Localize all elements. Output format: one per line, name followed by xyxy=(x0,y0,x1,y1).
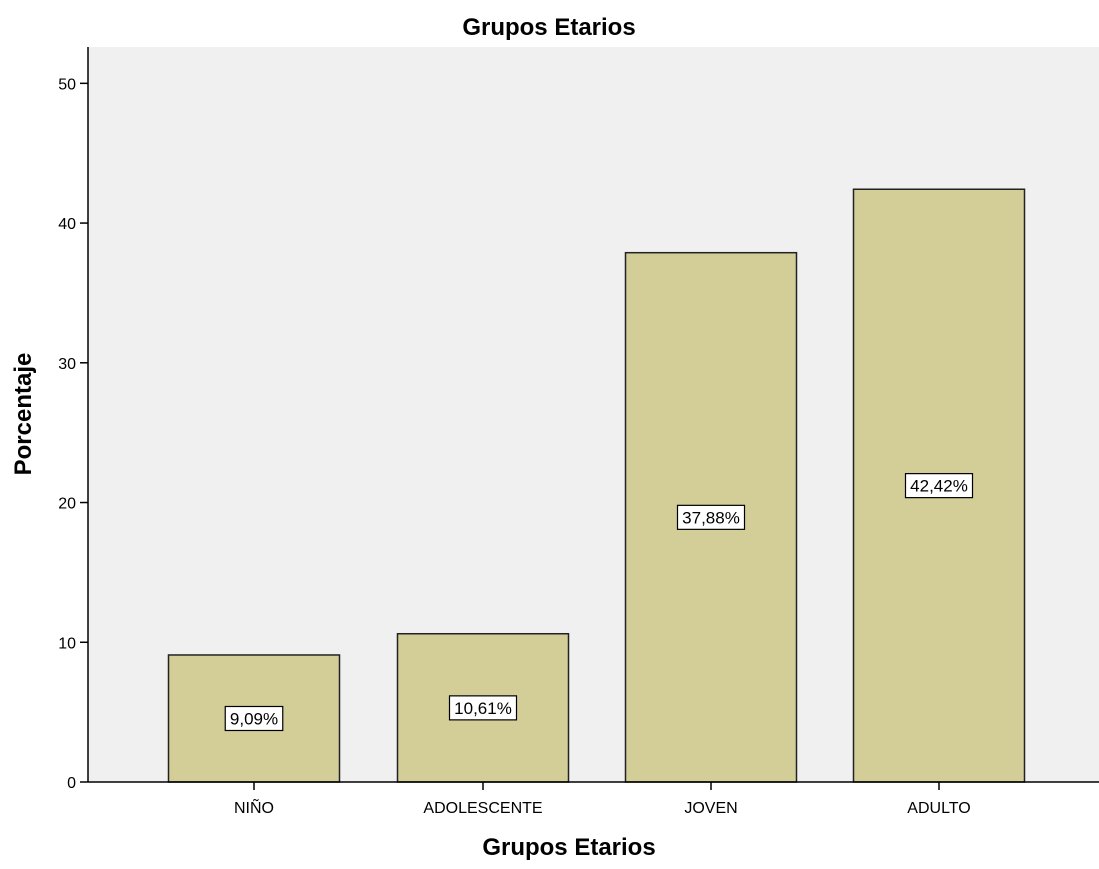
x-tick-label: ADOLESCENTE xyxy=(423,800,542,817)
data-label: 10,61% xyxy=(454,699,512,718)
data-label-box xyxy=(224,705,284,732)
x-tick-label: ADULTO xyxy=(907,800,970,817)
x-tick-label: JOVEN xyxy=(684,800,737,817)
data-label: 42,42% xyxy=(910,477,968,496)
axes-layer: 0 10 20 30 40 50 NIÑO ADOLESCENTE JOVEN ADULTO xyxy=(58,47,1099,817)
y-tick-label: 50 xyxy=(58,76,76,93)
y-tick-label: 40 xyxy=(58,216,76,233)
y-axis-title: Porcentaje xyxy=(10,353,37,476)
x-axis-title: Grupos Etarios xyxy=(482,834,655,861)
y-tick-label: 30 xyxy=(58,356,76,373)
y-tick-label: 0 xyxy=(67,775,76,792)
data-label: 37,88% xyxy=(682,508,740,527)
y-tick-label: 20 xyxy=(58,496,76,513)
data-labels-layer: 9,09% 10,61% 37,88% 42,42% xyxy=(224,473,974,732)
data-label-box xyxy=(904,473,974,499)
data-label-box xyxy=(448,695,518,721)
data-label: 9,09% xyxy=(230,709,278,728)
chart-title: Grupos Etarios xyxy=(462,14,635,41)
data-label-box xyxy=(676,504,746,530)
x-tick-label: NIÑO xyxy=(234,797,274,817)
y-tick-label: 10 xyxy=(58,635,76,652)
